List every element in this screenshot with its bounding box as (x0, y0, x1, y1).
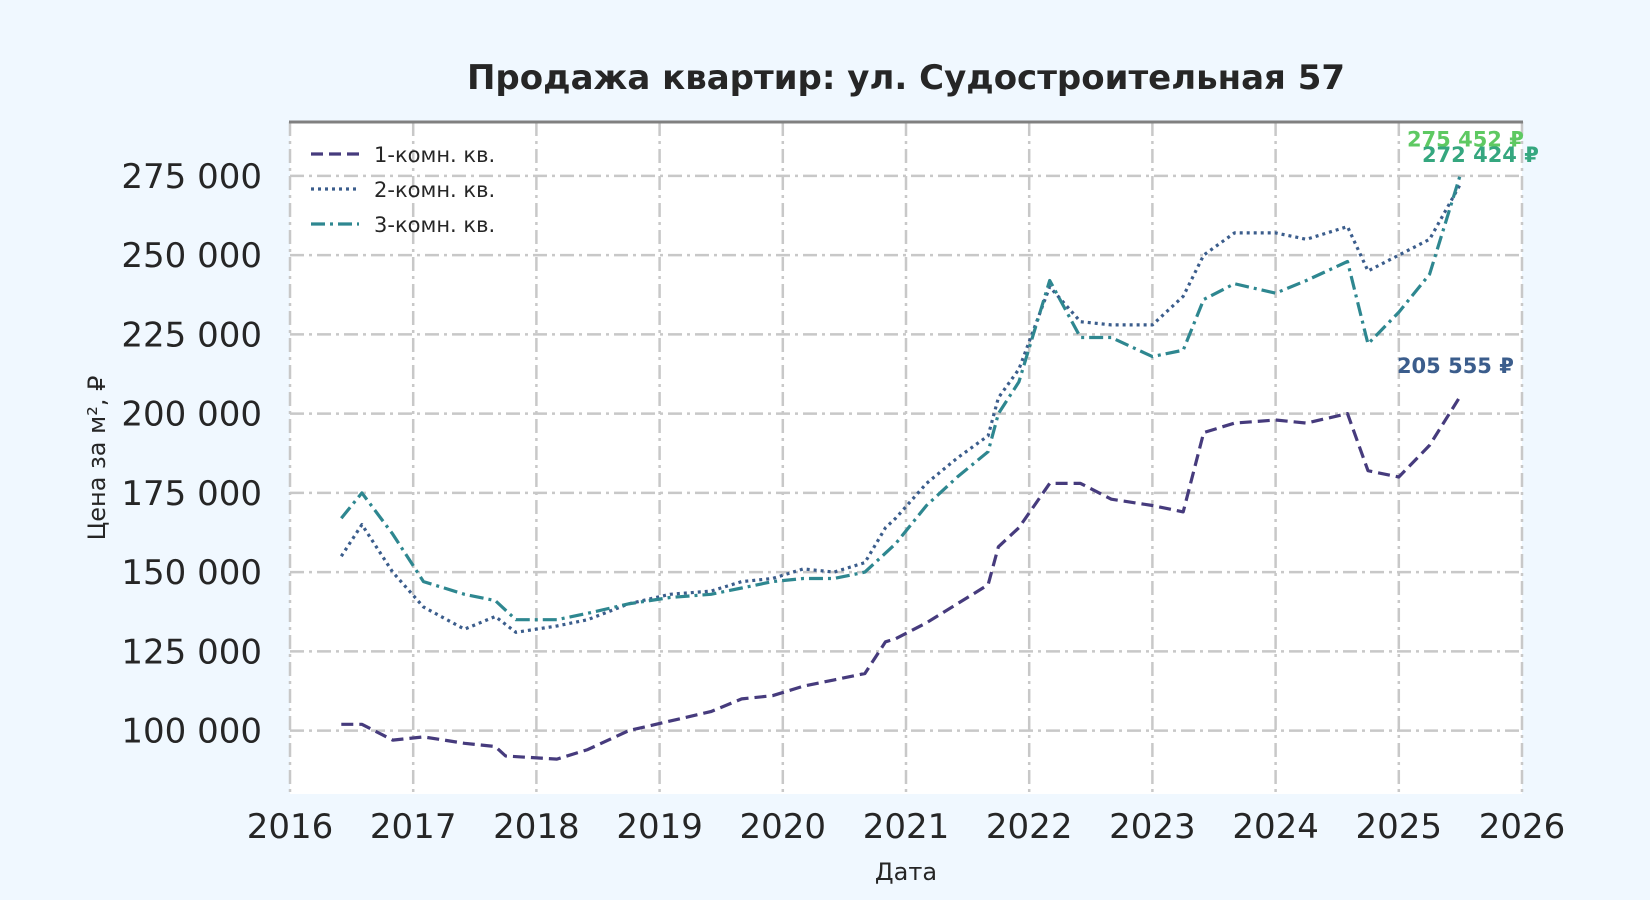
y-tick-labels: 100 000 125 000 150 000 175 000 200 000 225 0… (121, 157, 262, 752)
y-tick-label: 275 000 (121, 157, 262, 197)
x-tick-labels: 2016 2017 2018 2019 2020 2021 2022 2023 2024 2025… (247, 807, 1566, 847)
series-line-3 (340, 174, 1462, 622)
x-tick-label: 2024 (1232, 807, 1319, 847)
x-tick-label: 2016 (247, 807, 334, 847)
y-tick-label: 250 000 (121, 236, 262, 276)
x-tick-label: 2026 (1479, 807, 1566, 847)
y-tick-label: 225 000 (121, 315, 262, 355)
series-line-2 (339, 183, 1462, 634)
legend: 1-комн. кв. 2-комн. кв. 3-комн. кв. (311, 143, 495, 237)
x-tick-label: 2020 (740, 807, 827, 847)
x-tick-label: 2025 (1356, 807, 1443, 847)
y-tick-label: 100 000 (121, 712, 262, 752)
y-tick-label: 125 000 (121, 632, 262, 672)
end-value-label: 205 555 ₽ (1397, 354, 1514, 378)
x-tick-label: 2019 (616, 807, 703, 847)
legend-label-2: 2-комн. кв. (374, 178, 495, 202)
x-tick-label: 2022 (986, 807, 1073, 847)
end-value-label: 275 452 ₽ (1407, 127, 1524, 151)
chart-title: Продажа квартир: ул. Судостроительная 57 (467, 58, 1345, 98)
x-tick-label: 2017 (370, 807, 457, 847)
y-tick-label: 200 000 (121, 395, 262, 435)
series-group (339, 174, 1462, 761)
end-value-label: 272 424 ₽ (1422, 143, 1539, 167)
y-axis-label: Цена за м², ₽ (83, 376, 111, 541)
series-line-1 (341, 395, 1462, 761)
x-tick-label: 2021 (863, 807, 950, 847)
legend-label-3: 3-комн. кв. (374, 213, 495, 237)
y-tick-label: 175 000 (121, 474, 262, 514)
y-tick-label: 150 000 (121, 553, 262, 593)
end-value-labels: 275 452 ₽272 424 ₽ 205 555 ₽ (1397, 127, 1539, 378)
x-tick-label: 2018 (493, 807, 580, 847)
legend-label-1: 1-комн. кв. (374, 143, 495, 167)
x-tick-label: 2023 (1109, 807, 1196, 847)
x-axis-label: Дата (875, 858, 937, 886)
